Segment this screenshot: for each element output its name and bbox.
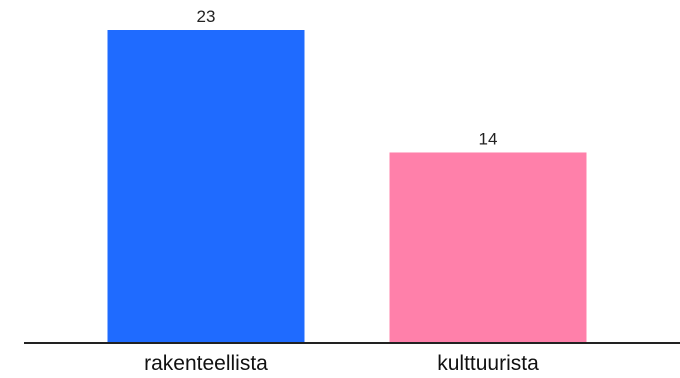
- value-label-kulttuurista: 14: [479, 129, 498, 148]
- category-label-kulttuurista: kulttuurista: [437, 352, 539, 375]
- value-labels-layer: 23 14: [197, 7, 498, 148]
- bar-kulttuurista: [389, 152, 587, 343]
- category-labels-layer: rakenteellista kulttuurista: [144, 352, 539, 375]
- bar-rakenteellista: [107, 30, 305, 343]
- category-label-rakenteellista: rakenteellista: [144, 352, 268, 375]
- bars-layer: [107, 30, 587, 343]
- value-label-rakenteellista: 23: [197, 7, 216, 26]
